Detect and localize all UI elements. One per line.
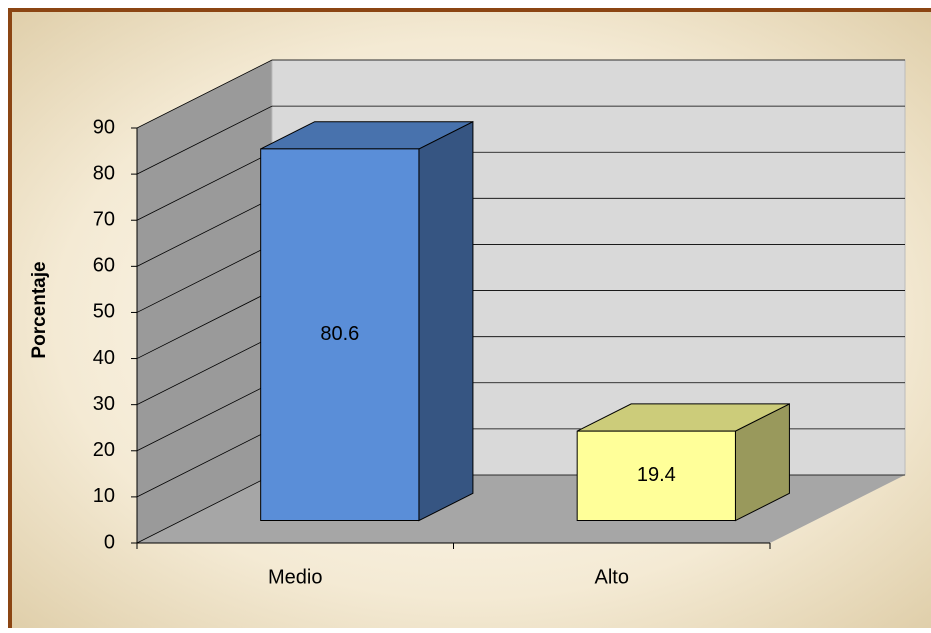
y-tick-label: 60: [93, 255, 115, 277]
value-label: 19.4: [637, 464, 676, 486]
x-tick-label: Medio: [268, 566, 322, 588]
y-tick-label: 90: [93, 116, 115, 138]
grid-line: [136, 59, 905, 129]
bar: [260, 148, 420, 522]
x-tick-label: Alto: [595, 566, 629, 588]
bar-side: [418, 120, 474, 522]
bar: [576, 430, 736, 522]
y-tick-label: 10: [93, 485, 115, 507]
y-tick-label: 70: [93, 209, 115, 231]
y-tick-label: 30: [93, 393, 115, 415]
y-tick-label: 40: [93, 347, 115, 369]
y-tick-label: 20: [93, 439, 115, 461]
grid-line: [136, 105, 905, 175]
value-label: 80.6: [320, 323, 359, 345]
y-tick-label: 0: [104, 531, 115, 553]
y-tick-label: 50: [93, 301, 115, 323]
y-tick-label: 80: [93, 162, 115, 184]
left-wall: [137, 60, 272, 543]
y-axis-label: Porcentaje: [29, 261, 50, 358]
